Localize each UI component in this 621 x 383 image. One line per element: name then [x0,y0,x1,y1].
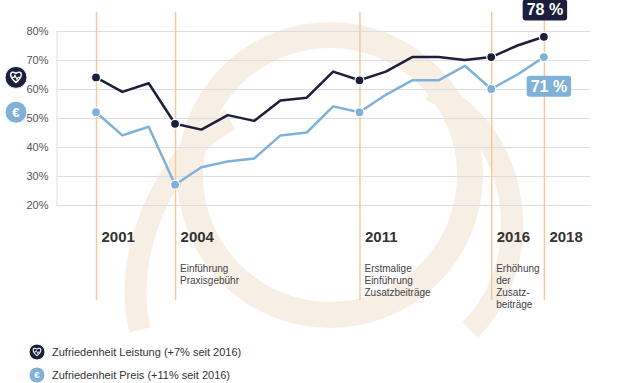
x-tick-label: 2001 [102,228,135,245]
grid-line [57,147,591,148]
y-tick-label: 50% [26,112,48,124]
grid-line [57,89,591,90]
heart-shape [33,348,41,355]
x-tick-line [96,12,98,300]
x-tick: 2018 [544,12,582,300]
x-axis-line [57,205,591,206]
series-icon [29,367,45,383]
y-tick: 70% [26,54,590,66]
series-marker [487,85,496,94]
series-icon [5,101,27,123]
legend-label: Zufriedenheit Leistung (+7% seit 2016) [52,346,241,358]
x-tick-label: 2016 [497,228,530,245]
series-icon-text: € [12,105,20,120]
x-tick-label: 2004 [181,228,215,245]
annotation-line: Einführung [180,263,228,274]
annotation-line: Praxisgebühr [180,275,240,286]
x-tick-label: 2018 [549,228,582,245]
series-line [96,37,544,130]
x-tick-line [359,12,361,300]
series-line [96,57,544,185]
series-marker [355,108,364,117]
grid-line [57,205,591,206]
end-label-box [527,76,571,97]
end-label: 71 % [527,76,571,97]
annotation-line: Erstmalige [364,263,412,274]
series-marker [487,53,496,62]
legend: Zufriedenheit Leistung (+7% seit 2016) € Z… [29,344,241,383]
grid-line [57,176,591,177]
grid-line [57,60,591,61]
y-tick: 40% [26,141,590,153]
heart-shape [11,72,22,82]
series-icon [29,344,45,360]
y-tick: 50% [26,112,590,124]
y-tick-label: 60% [26,83,48,95]
annotation-line: der [496,275,511,286]
chart: 20% 30% 40% 50% 60% 70% 80% 2001 2004 2011 2016 201… [0,0,621,383]
end-label: 78 % [523,0,567,20]
x-tick: 2001 [97,12,135,300]
series-marker [92,73,101,82]
series-marker [355,76,364,85]
x-axis: 2001 2004 2011 2016 2018 [57,12,591,300]
y-tick-label: 30% [26,170,48,182]
y-tick: 20% [26,199,590,211]
heart-icon [11,72,22,82]
series-marker [92,108,101,117]
legend-entry: Zufriedenheit Leistung (+7% seit 2016) [29,344,241,360]
labels: 78 %€71 %EinführungPraxisgebührErstmalig… [5,0,571,310]
x-tick-line [175,12,177,300]
y-tick: 30% [26,170,590,182]
plot-area [92,32,549,189]
annotation-line: beiträge [496,299,533,310]
y-tick: 80% [26,25,590,37]
annotation-line: Einführung [364,275,412,286]
heart-pulse [34,351,40,354]
watermark-curve [136,90,513,330]
y-tick-label: 20% [26,199,48,211]
annotation: ErhöhungderZusatz-beiträge [496,263,539,310]
series-marker [539,32,548,41]
series-icon-text: € [34,369,40,380]
heart-pulse [12,75,20,79]
y-tick-label: 70% [26,54,48,66]
annotation: EinführungPraxisgebühr [180,263,240,286]
end-label-text: 78 % [527,1,563,18]
x-tick: 2011 [360,12,398,300]
annotation-line: Zusatzbeiträge [364,287,431,298]
grid-line [57,118,591,119]
annotation-line: Erhöhung [496,263,539,274]
annotation: ErstmaligeEinführungZusatzbeiträge [364,263,431,298]
end-label-text: 71 % [531,78,567,95]
legend-entry: € Zufriedenheit Preis (+11% seit 2016) [29,367,230,383]
grid-line [57,31,591,32]
watermark-ring [190,35,470,315]
series-icon [5,66,27,88]
series-marker [171,119,180,128]
y-tick-label: 80% [26,25,48,37]
x-tick-label: 2011 [365,228,398,245]
end-label-box [523,0,567,20]
series-marker [171,180,180,189]
legend-label: Zufriedenheit Preis (+11% seit 2016) [52,369,230,381]
heart-icon [33,348,41,355]
annotation-line: Zusatz- [496,287,529,298]
series-marker [539,53,548,62]
y-axis: 20% 30% 40% 50% 60% 70% 80% [26,25,590,211]
y-tick-label: 40% [26,141,48,153]
x-tick: 2004 [176,12,215,300]
